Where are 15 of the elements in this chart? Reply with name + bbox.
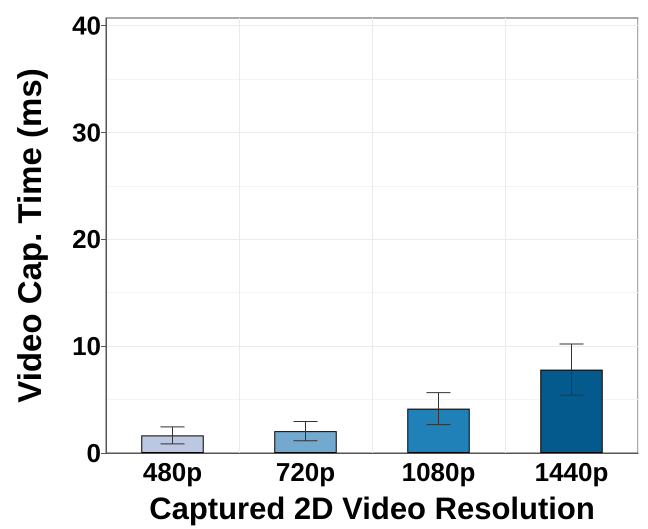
x-tick-label: 1080p bbox=[402, 457, 476, 487]
x-axis-title: Captured 2D Video Resolution bbox=[149, 491, 595, 526]
y-tick-label: 20 bbox=[72, 224, 101, 254]
bar bbox=[407, 408, 470, 453]
x-tick-label: 480p bbox=[142, 457, 202, 487]
x-tick-label: 720p bbox=[276, 457, 336, 487]
bar bbox=[274, 431, 337, 453]
y-tick-label: 10 bbox=[72, 331, 101, 362]
y-tick-label: 0 bbox=[86, 438, 101, 468]
x-tick-label: 1440p bbox=[534, 457, 608, 487]
y-axis-title: Video Cap. Time (ms) bbox=[11, 68, 48, 403]
bar bbox=[141, 435, 204, 453]
bar bbox=[540, 370, 603, 453]
y-tick-label: 40 bbox=[72, 10, 101, 40]
y-tick-label: 30 bbox=[72, 117, 101, 148]
